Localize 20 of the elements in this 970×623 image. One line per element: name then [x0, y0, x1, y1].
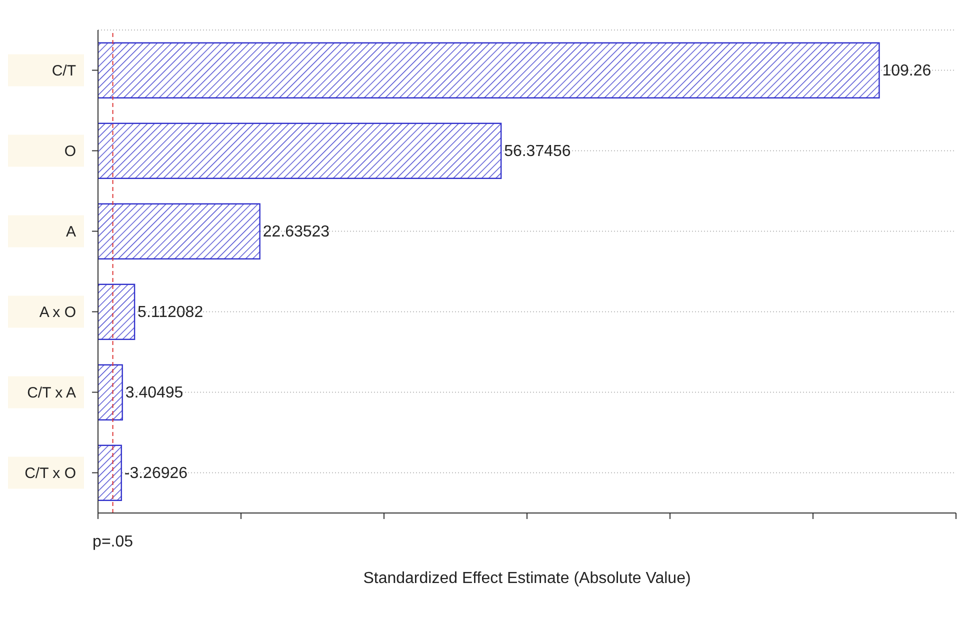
y-tick-label: A	[66, 223, 76, 240]
data-label: 56.37456	[504, 142, 571, 160]
y-tick-label: A x O	[39, 304, 76, 321]
y-tick-label: C/T x O	[24, 464, 76, 482]
bar	[98, 42, 880, 98]
y-tick-label: O	[64, 142, 76, 160]
annotation: -3.26926	[124, 464, 188, 482]
data-label: 109.26	[882, 62, 932, 80]
bar	[98, 364, 123, 420]
y-tick-label: C/T x A	[27, 384, 76, 402]
bar	[98, 284, 136, 340]
x-axis-title: Standardized Effect Estimate (Absolute Value)	[363, 570, 691, 587]
data-label: 3.40495	[125, 384, 184, 402]
data-label: 5.112082	[138, 304, 204, 321]
bar	[98, 122, 502, 179]
y-tick-label: C/T	[52, 62, 76, 80]
data-label: 22.63523	[262, 223, 330, 240]
bar	[98, 444, 122, 501]
bar	[98, 203, 260, 260]
ref-line-label: p=.05	[92, 533, 134, 550]
